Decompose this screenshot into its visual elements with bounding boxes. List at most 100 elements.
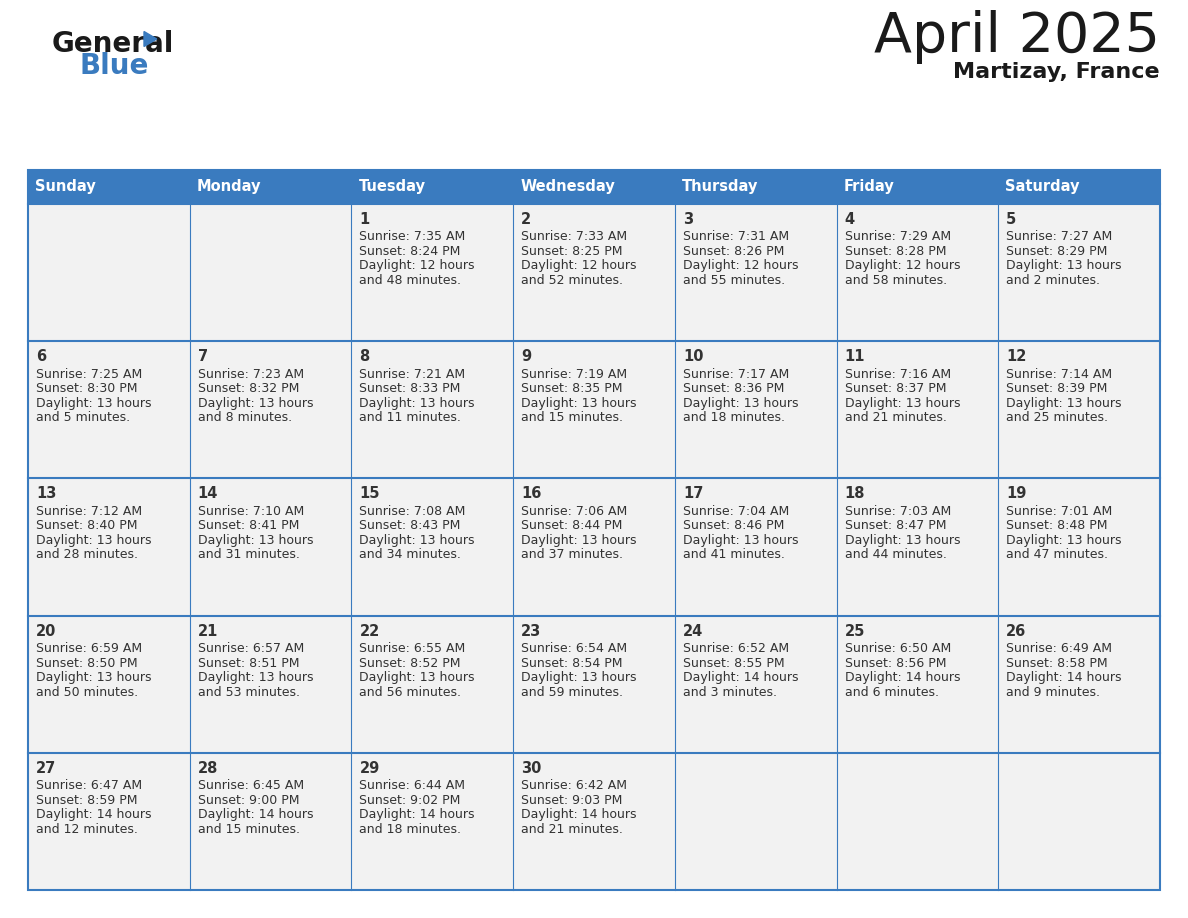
Bar xyxy=(190,753,352,890)
Polygon shape xyxy=(144,31,157,47)
Bar xyxy=(675,170,836,204)
Text: Sunset: 8:35 PM: Sunset: 8:35 PM xyxy=(522,382,623,396)
Text: 15: 15 xyxy=(360,487,380,501)
Bar xyxy=(513,478,675,616)
Text: 6: 6 xyxy=(36,349,46,364)
Text: Sunset: 8:32 PM: Sunset: 8:32 PM xyxy=(197,382,299,396)
Text: 17: 17 xyxy=(683,487,703,501)
Bar xyxy=(190,616,352,753)
Text: Sunset: 8:30 PM: Sunset: 8:30 PM xyxy=(36,382,138,396)
Text: Sunset: 8:50 PM: Sunset: 8:50 PM xyxy=(36,656,138,669)
Text: 2: 2 xyxy=(522,212,531,227)
Text: and 25 minutes.: and 25 minutes. xyxy=(1006,411,1108,424)
Text: Sunrise: 7:31 AM: Sunrise: 7:31 AM xyxy=(683,230,789,243)
Text: Sunset: 8:59 PM: Sunset: 8:59 PM xyxy=(36,794,138,807)
Text: Sunset: 8:58 PM: Sunset: 8:58 PM xyxy=(1006,656,1108,669)
Text: and 3 minutes.: and 3 minutes. xyxy=(683,686,777,699)
Text: Daylight: 13 hours: Daylight: 13 hours xyxy=(522,671,637,684)
Text: 16: 16 xyxy=(522,487,542,501)
Text: and 41 minutes.: and 41 minutes. xyxy=(683,548,785,562)
Text: April 2025: April 2025 xyxy=(874,10,1159,64)
Text: Sunset: 8:33 PM: Sunset: 8:33 PM xyxy=(360,382,461,396)
Bar xyxy=(998,204,1159,341)
Bar xyxy=(190,204,352,341)
Text: Daylight: 13 hours: Daylight: 13 hours xyxy=(522,534,637,547)
Text: Sunrise: 6:52 AM: Sunrise: 6:52 AM xyxy=(683,642,789,655)
Text: Sunset: 8:54 PM: Sunset: 8:54 PM xyxy=(522,656,623,669)
Text: Daylight: 14 hours: Daylight: 14 hours xyxy=(522,809,637,822)
Text: Sunrise: 7:27 AM: Sunrise: 7:27 AM xyxy=(1006,230,1112,243)
Text: 8: 8 xyxy=(360,349,369,364)
Text: Sunrise: 6:45 AM: Sunrise: 6:45 AM xyxy=(197,779,304,792)
Bar xyxy=(513,170,675,204)
Text: 12: 12 xyxy=(1006,349,1026,364)
Text: Daylight: 14 hours: Daylight: 14 hours xyxy=(36,809,152,822)
Text: 29: 29 xyxy=(360,761,380,776)
Bar xyxy=(513,616,675,753)
Bar xyxy=(352,616,513,753)
Text: Sunset: 8:47 PM: Sunset: 8:47 PM xyxy=(845,520,946,532)
Text: Daylight: 13 hours: Daylight: 13 hours xyxy=(683,534,798,547)
Text: 19: 19 xyxy=(1006,487,1026,501)
Text: 24: 24 xyxy=(683,623,703,639)
Text: Sunrise: 6:47 AM: Sunrise: 6:47 AM xyxy=(36,779,143,792)
Bar xyxy=(513,341,675,478)
Text: and 37 minutes.: and 37 minutes. xyxy=(522,548,624,562)
Text: Sunrise: 7:17 AM: Sunrise: 7:17 AM xyxy=(683,368,789,381)
Text: Sunrise: 6:55 AM: Sunrise: 6:55 AM xyxy=(360,642,466,655)
Text: 28: 28 xyxy=(197,761,219,776)
Text: Sunset: 8:29 PM: Sunset: 8:29 PM xyxy=(1006,245,1107,258)
Text: Daylight: 13 hours: Daylight: 13 hours xyxy=(845,397,960,409)
Text: Sunrise: 6:44 AM: Sunrise: 6:44 AM xyxy=(360,779,466,792)
Bar xyxy=(29,478,190,616)
Text: Daylight: 13 hours: Daylight: 13 hours xyxy=(36,671,152,684)
Bar xyxy=(352,478,513,616)
Bar xyxy=(29,341,190,478)
Text: Sunrise: 7:08 AM: Sunrise: 7:08 AM xyxy=(360,505,466,518)
Text: Daylight: 14 hours: Daylight: 14 hours xyxy=(197,809,314,822)
Text: and 53 minutes.: and 53 minutes. xyxy=(197,686,299,699)
Bar xyxy=(675,341,836,478)
Text: and 58 minutes.: and 58 minutes. xyxy=(845,274,947,287)
Text: 3: 3 xyxy=(683,212,693,227)
Text: Daylight: 13 hours: Daylight: 13 hours xyxy=(360,397,475,409)
Bar xyxy=(29,204,190,341)
Text: Sunset: 8:39 PM: Sunset: 8:39 PM xyxy=(1006,382,1107,396)
Bar xyxy=(352,753,513,890)
Text: and 34 minutes.: and 34 minutes. xyxy=(360,548,461,562)
Text: Daylight: 13 hours: Daylight: 13 hours xyxy=(360,534,475,547)
Text: Martizay, France: Martizay, France xyxy=(954,62,1159,82)
Text: Sunrise: 7:12 AM: Sunrise: 7:12 AM xyxy=(36,505,143,518)
Text: and 15 minutes.: and 15 minutes. xyxy=(522,411,624,424)
Text: Daylight: 13 hours: Daylight: 13 hours xyxy=(197,534,314,547)
Bar xyxy=(836,341,998,478)
Text: Sunset: 8:41 PM: Sunset: 8:41 PM xyxy=(197,520,299,532)
Text: 18: 18 xyxy=(845,487,865,501)
Bar xyxy=(998,341,1159,478)
Text: 13: 13 xyxy=(36,487,56,501)
Text: Sunrise: 7:35 AM: Sunrise: 7:35 AM xyxy=(360,230,466,243)
Text: 26: 26 xyxy=(1006,623,1026,639)
Text: Sunrise: 7:25 AM: Sunrise: 7:25 AM xyxy=(36,368,143,381)
Text: and 21 minutes.: and 21 minutes. xyxy=(522,823,623,835)
Text: Sunset: 8:43 PM: Sunset: 8:43 PM xyxy=(360,520,461,532)
Text: Sunset: 8:36 PM: Sunset: 8:36 PM xyxy=(683,382,784,396)
Bar xyxy=(836,753,998,890)
Bar xyxy=(836,478,998,616)
Text: Daylight: 13 hours: Daylight: 13 hours xyxy=(1006,534,1121,547)
Text: Sunrise: 7:23 AM: Sunrise: 7:23 AM xyxy=(197,368,304,381)
Text: Tuesday: Tuesday xyxy=(359,180,425,195)
Text: Friday: Friday xyxy=(843,180,895,195)
Text: and 11 minutes.: and 11 minutes. xyxy=(360,411,461,424)
Text: Sunset: 9:03 PM: Sunset: 9:03 PM xyxy=(522,794,623,807)
Bar xyxy=(675,753,836,890)
Text: Daylight: 13 hours: Daylight: 13 hours xyxy=(1006,260,1121,273)
Text: Sunrise: 6:49 AM: Sunrise: 6:49 AM xyxy=(1006,642,1112,655)
Bar xyxy=(998,753,1159,890)
Text: Sunrise: 6:42 AM: Sunrise: 6:42 AM xyxy=(522,779,627,792)
Text: Sunset: 8:48 PM: Sunset: 8:48 PM xyxy=(1006,520,1107,532)
Text: Sunrise: 7:06 AM: Sunrise: 7:06 AM xyxy=(522,505,627,518)
Bar xyxy=(352,170,513,204)
Bar xyxy=(675,204,836,341)
Text: 10: 10 xyxy=(683,349,703,364)
